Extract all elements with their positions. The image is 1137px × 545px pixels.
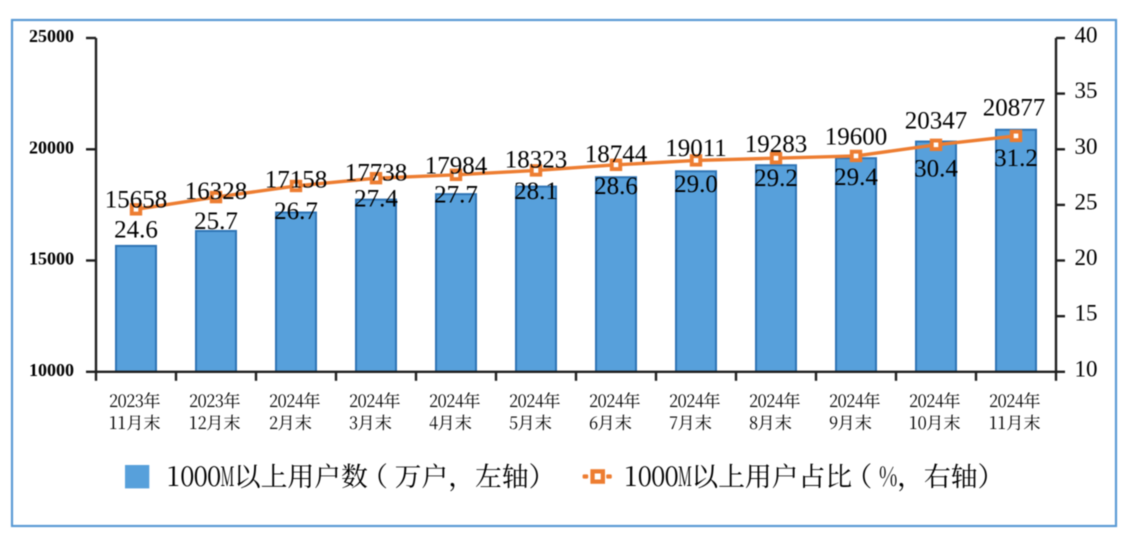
- svg-text:17984: 17984: [425, 153, 488, 180]
- svg-text:20: 20: [1075, 245, 1098, 270]
- svg-text:35: 35: [1075, 78, 1098, 103]
- svg-text:18323: 18323: [505, 146, 568, 173]
- svg-text:28.1: 28.1: [514, 178, 558, 205]
- svg-text:19600: 19600: [825, 124, 888, 151]
- svg-text:40: 40: [1075, 23, 1098, 48]
- svg-text:26.7: 26.7: [274, 198, 318, 225]
- svg-text:20877: 20877: [983, 95, 1046, 122]
- svg-text:27.4: 27.4: [354, 186, 398, 213]
- svg-text:18744: 18744: [585, 141, 648, 168]
- svg-text:20347: 20347: [905, 108, 968, 135]
- svg-text:24.6: 24.6: [114, 217, 158, 244]
- svg-text:17738: 17738: [345, 159, 408, 186]
- svg-text:19011: 19011: [665, 135, 727, 162]
- svg-text:25000: 25000: [29, 26, 74, 46]
- svg-text:10: 10: [1075, 356, 1098, 381]
- svg-text:25: 25: [1075, 189, 1098, 214]
- svg-text:29.4: 29.4: [834, 164, 878, 191]
- svg-text:28.6: 28.6: [594, 173, 638, 200]
- svg-text:30.4: 30.4: [914, 156, 958, 183]
- svg-text:15000: 15000: [29, 249, 74, 269]
- svg-text:15658: 15658: [105, 187, 168, 214]
- svg-text:16328: 16328: [185, 178, 248, 205]
- svg-text:29.0: 29.0: [674, 171, 718, 198]
- svg-text:25.7: 25.7: [194, 208, 238, 235]
- svg-text:30: 30: [1075, 134, 1098, 159]
- svg-text:20000: 20000: [29, 137, 74, 157]
- svg-text:10000: 10000: [29, 360, 74, 380]
- svg-text:27.7: 27.7: [434, 182, 478, 209]
- svg-text:31.2: 31.2: [994, 145, 1038, 172]
- svg-text:29.2: 29.2: [754, 165, 798, 192]
- svg-text:15: 15: [1075, 301, 1098, 326]
- svg-text:19283: 19283: [745, 131, 808, 158]
- svg-text:17158: 17158: [265, 166, 328, 193]
